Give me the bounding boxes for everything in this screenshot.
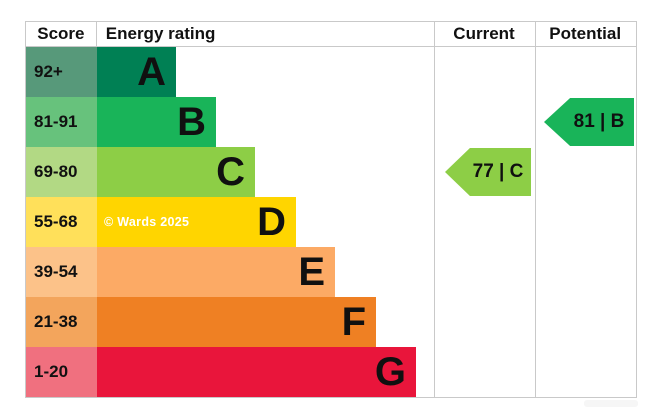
band-bar: D xyxy=(97,197,296,247)
score-range: 39-54 xyxy=(26,247,97,297)
column-divider-potential xyxy=(535,22,536,397)
current-rating-label: 77 | C xyxy=(472,161,524,182)
band-bar: A xyxy=(97,47,176,97)
potential-rating-arrow: 81 | B xyxy=(544,98,634,146)
band-bar: E xyxy=(97,247,335,297)
band-letter: C xyxy=(216,150,245,194)
band-letter: B xyxy=(177,100,206,144)
rating-table: Score Energy rating Current Potential 92… xyxy=(25,21,637,398)
copyright-watermark: © Wards 2025 xyxy=(104,215,190,229)
faint-watermark xyxy=(584,400,638,407)
band-row-c: 69-80 C xyxy=(26,147,636,197)
band-bar: B xyxy=(97,97,216,147)
band-letter: G xyxy=(374,350,406,394)
potential-rating-label: 81 | B xyxy=(573,111,625,132)
band-row-a: 92+ A xyxy=(26,47,636,97)
band-letter: D xyxy=(257,200,286,244)
score-range: 69-80 xyxy=(26,147,97,197)
band-row-f: 21-38 F xyxy=(26,297,636,347)
band-bar: G xyxy=(97,347,416,397)
score-range: 92+ xyxy=(26,47,97,97)
band-row-d: 55-68 D xyxy=(26,197,636,247)
header-score: Score xyxy=(26,22,97,46)
band-row-e: 39-54 E xyxy=(26,247,636,297)
header-energy-rating: Energy rating xyxy=(105,24,216,43)
score-range: 81-91 xyxy=(26,97,97,147)
band-row-g: 1-20 G xyxy=(26,347,636,397)
score-range: 55-68 xyxy=(26,197,97,247)
band-bar: C xyxy=(97,147,255,197)
band-letter: A xyxy=(137,50,166,94)
band-row-b: 81-91 B xyxy=(26,97,636,147)
band-bar: F xyxy=(97,297,376,347)
score-range: 21-38 xyxy=(26,297,97,347)
header-current: Current xyxy=(453,24,515,43)
band-rows: 92+ A 81-91 B 69-80 C 55-68 D 39-54 E 21-38 F 1-20 G xyxy=(26,47,636,397)
table-header: Score Energy rating Current Potential xyxy=(26,22,636,47)
column-divider-current xyxy=(434,22,435,397)
band-letter: E xyxy=(298,250,325,294)
header-potential: Potential xyxy=(549,24,622,43)
score-range: 1-20 xyxy=(26,347,97,397)
band-letter: F xyxy=(341,300,366,344)
